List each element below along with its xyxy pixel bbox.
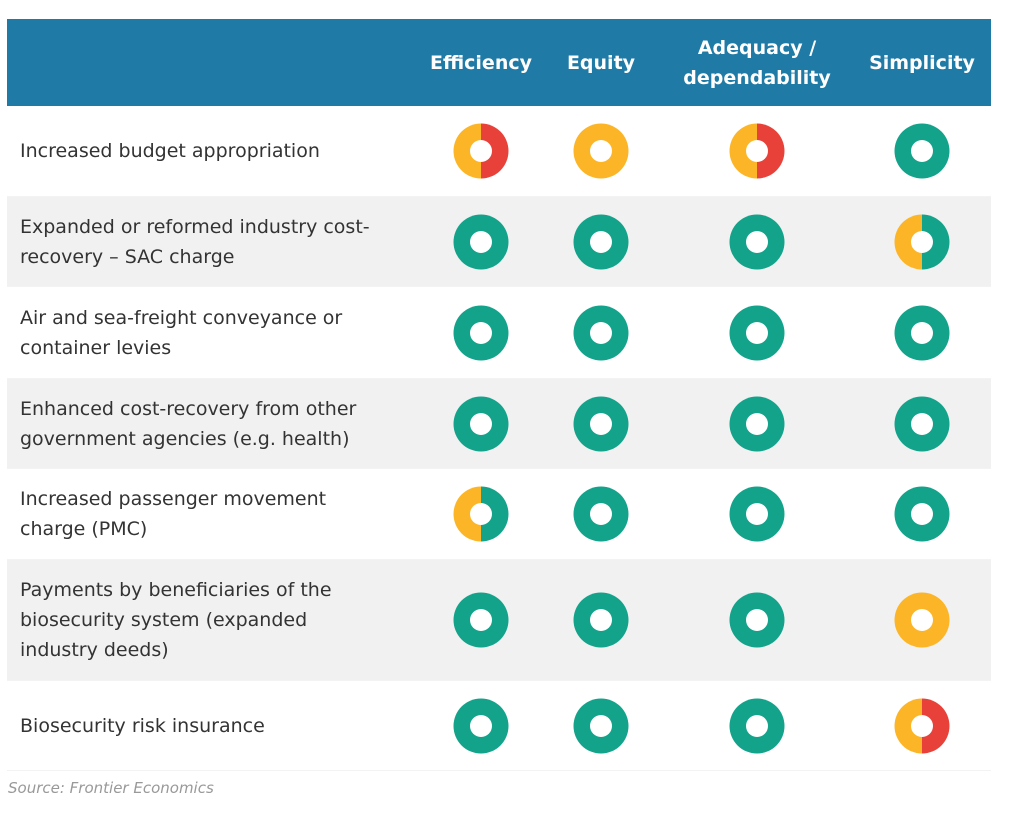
rating-donut xyxy=(894,123,950,179)
rating-donut xyxy=(573,214,629,269)
row-label: Increased passenger movement charge (PMC… xyxy=(20,469,410,559)
table-row: Increased passenger movement charge (PMC… xyxy=(7,469,991,560)
rating-segment-amber xyxy=(894,698,922,753)
table-row: Enhanced cost-recovery from other govern… xyxy=(7,379,991,469)
rating-donut xyxy=(573,592,629,648)
row-label: Payments by beneficiaries of the biosecu… xyxy=(20,560,410,680)
assessment-table: Efficiency Equity Adequacy / dependability… xyxy=(7,19,991,771)
rating-donut-hole xyxy=(911,714,933,737)
rating-donut xyxy=(573,123,629,179)
rating-donut-hole xyxy=(590,140,612,162)
rating-donut-hole xyxy=(746,230,768,253)
rating-donut xyxy=(729,396,785,451)
rating-donut-hole xyxy=(590,714,612,737)
rating-donut xyxy=(453,214,509,269)
rating-donut-hole xyxy=(911,412,933,435)
table-row: Payments by beneficiaries of the biosecu… xyxy=(7,560,991,681)
rating-segment-amber xyxy=(894,214,922,269)
rating-donut xyxy=(729,214,785,269)
rating-donut-hole xyxy=(590,609,612,631)
rating-donut-hole xyxy=(470,412,492,435)
rating-segment-red xyxy=(757,123,785,179)
rating-donut xyxy=(729,486,785,542)
rating-donut xyxy=(729,305,785,360)
row-label: Biosecurity risk insurance xyxy=(20,681,410,770)
rating-donut xyxy=(729,123,785,179)
rating-segment-green xyxy=(481,486,509,542)
rating-donut-hole xyxy=(590,230,612,253)
table-row: Air and sea-freight conveyance or contai… xyxy=(7,287,991,379)
rating-donut xyxy=(573,305,629,360)
rating-donut-hole xyxy=(470,321,492,344)
rating-donut xyxy=(453,396,509,451)
rating-donut-hole xyxy=(746,321,768,344)
row-label-text: Increased budget appropriation xyxy=(20,140,320,162)
rating-donut-hole xyxy=(746,714,768,737)
row-label-text: Biosecurity risk insurance xyxy=(20,714,265,737)
rating-segment-amber xyxy=(729,123,757,179)
row-label-text: Increased passenger movement charge (PMC… xyxy=(20,488,327,540)
rating-donut-hole xyxy=(470,230,492,253)
column-header: Equity xyxy=(566,51,636,74)
rating-donut-hole xyxy=(746,140,768,162)
row-label-text: Enhanced cost-recovery from other govern… xyxy=(20,397,357,450)
rating-segment-amber xyxy=(453,486,481,542)
rating-donut xyxy=(894,305,950,360)
rating-donut-hole xyxy=(470,714,492,737)
rating-donut-hole xyxy=(746,609,768,631)
rating-donut xyxy=(894,592,950,648)
rating-donut xyxy=(573,396,629,451)
rating-donut-hole xyxy=(470,503,492,525)
source-note: Source: Frontier Economics xyxy=(8,779,214,797)
rating-donut xyxy=(894,396,950,451)
rating-segment-red xyxy=(481,123,509,179)
rating-donut-hole xyxy=(746,412,768,435)
row-label: Increased budget appropriation xyxy=(20,106,410,196)
row-label: Expanded or reformed industry cost- reco… xyxy=(20,197,410,286)
rating-donut xyxy=(453,698,509,753)
column-header: Simplicity xyxy=(869,51,975,74)
column-header: Efficiency xyxy=(429,51,532,74)
row-label-text: Payments by beneficiaries of the biosecu… xyxy=(20,579,332,661)
rating-donut-hole xyxy=(911,609,933,631)
row-label: Air and sea-freight conveyance or contai… xyxy=(20,287,410,378)
rating-donut-hole xyxy=(746,503,768,525)
rating-donut-hole xyxy=(470,609,492,631)
rating-donut xyxy=(573,486,629,542)
rating-donut-hole xyxy=(590,412,612,435)
rating-segment-amber xyxy=(453,123,481,179)
rating-donut xyxy=(894,214,950,269)
row-label: Enhanced cost-recovery from other govern… xyxy=(20,379,410,468)
rating-segment-red xyxy=(922,698,950,753)
rating-donut xyxy=(453,486,509,542)
table-header: Efficiency Equity Adequacy / dependability… xyxy=(7,19,991,106)
column-header: Adequacy / dependability xyxy=(683,36,831,89)
rating-donut xyxy=(729,698,785,753)
table-body: Increased budget appropriation Expanded o… xyxy=(7,106,991,771)
rating-donut xyxy=(453,123,509,179)
rating-donut-hole xyxy=(470,140,492,162)
rating-donut-hole xyxy=(590,321,612,344)
rating-donut xyxy=(453,592,509,648)
rating-donut-hole xyxy=(911,140,933,162)
rating-donut xyxy=(894,698,950,753)
rating-donut xyxy=(573,698,629,753)
table-row: Increased budget appropriation xyxy=(7,106,991,197)
table-row: Expanded or reformed industry cost- reco… xyxy=(7,197,991,287)
row-label-text: Air and sea-freight conveyance or contai… xyxy=(20,306,343,359)
rating-donut xyxy=(894,486,950,542)
rating-segment-green xyxy=(922,214,950,269)
rating-donut-hole xyxy=(911,230,933,253)
rating-donut xyxy=(453,305,509,360)
rating-donut xyxy=(729,592,785,648)
table-row: Biosecurity risk insurance xyxy=(7,681,991,771)
row-label-text: Expanded or reformed industry cost- reco… xyxy=(20,215,370,268)
rating-donut-hole xyxy=(590,503,612,525)
rating-donut-hole xyxy=(911,503,933,525)
rating-donut-hole xyxy=(911,321,933,344)
